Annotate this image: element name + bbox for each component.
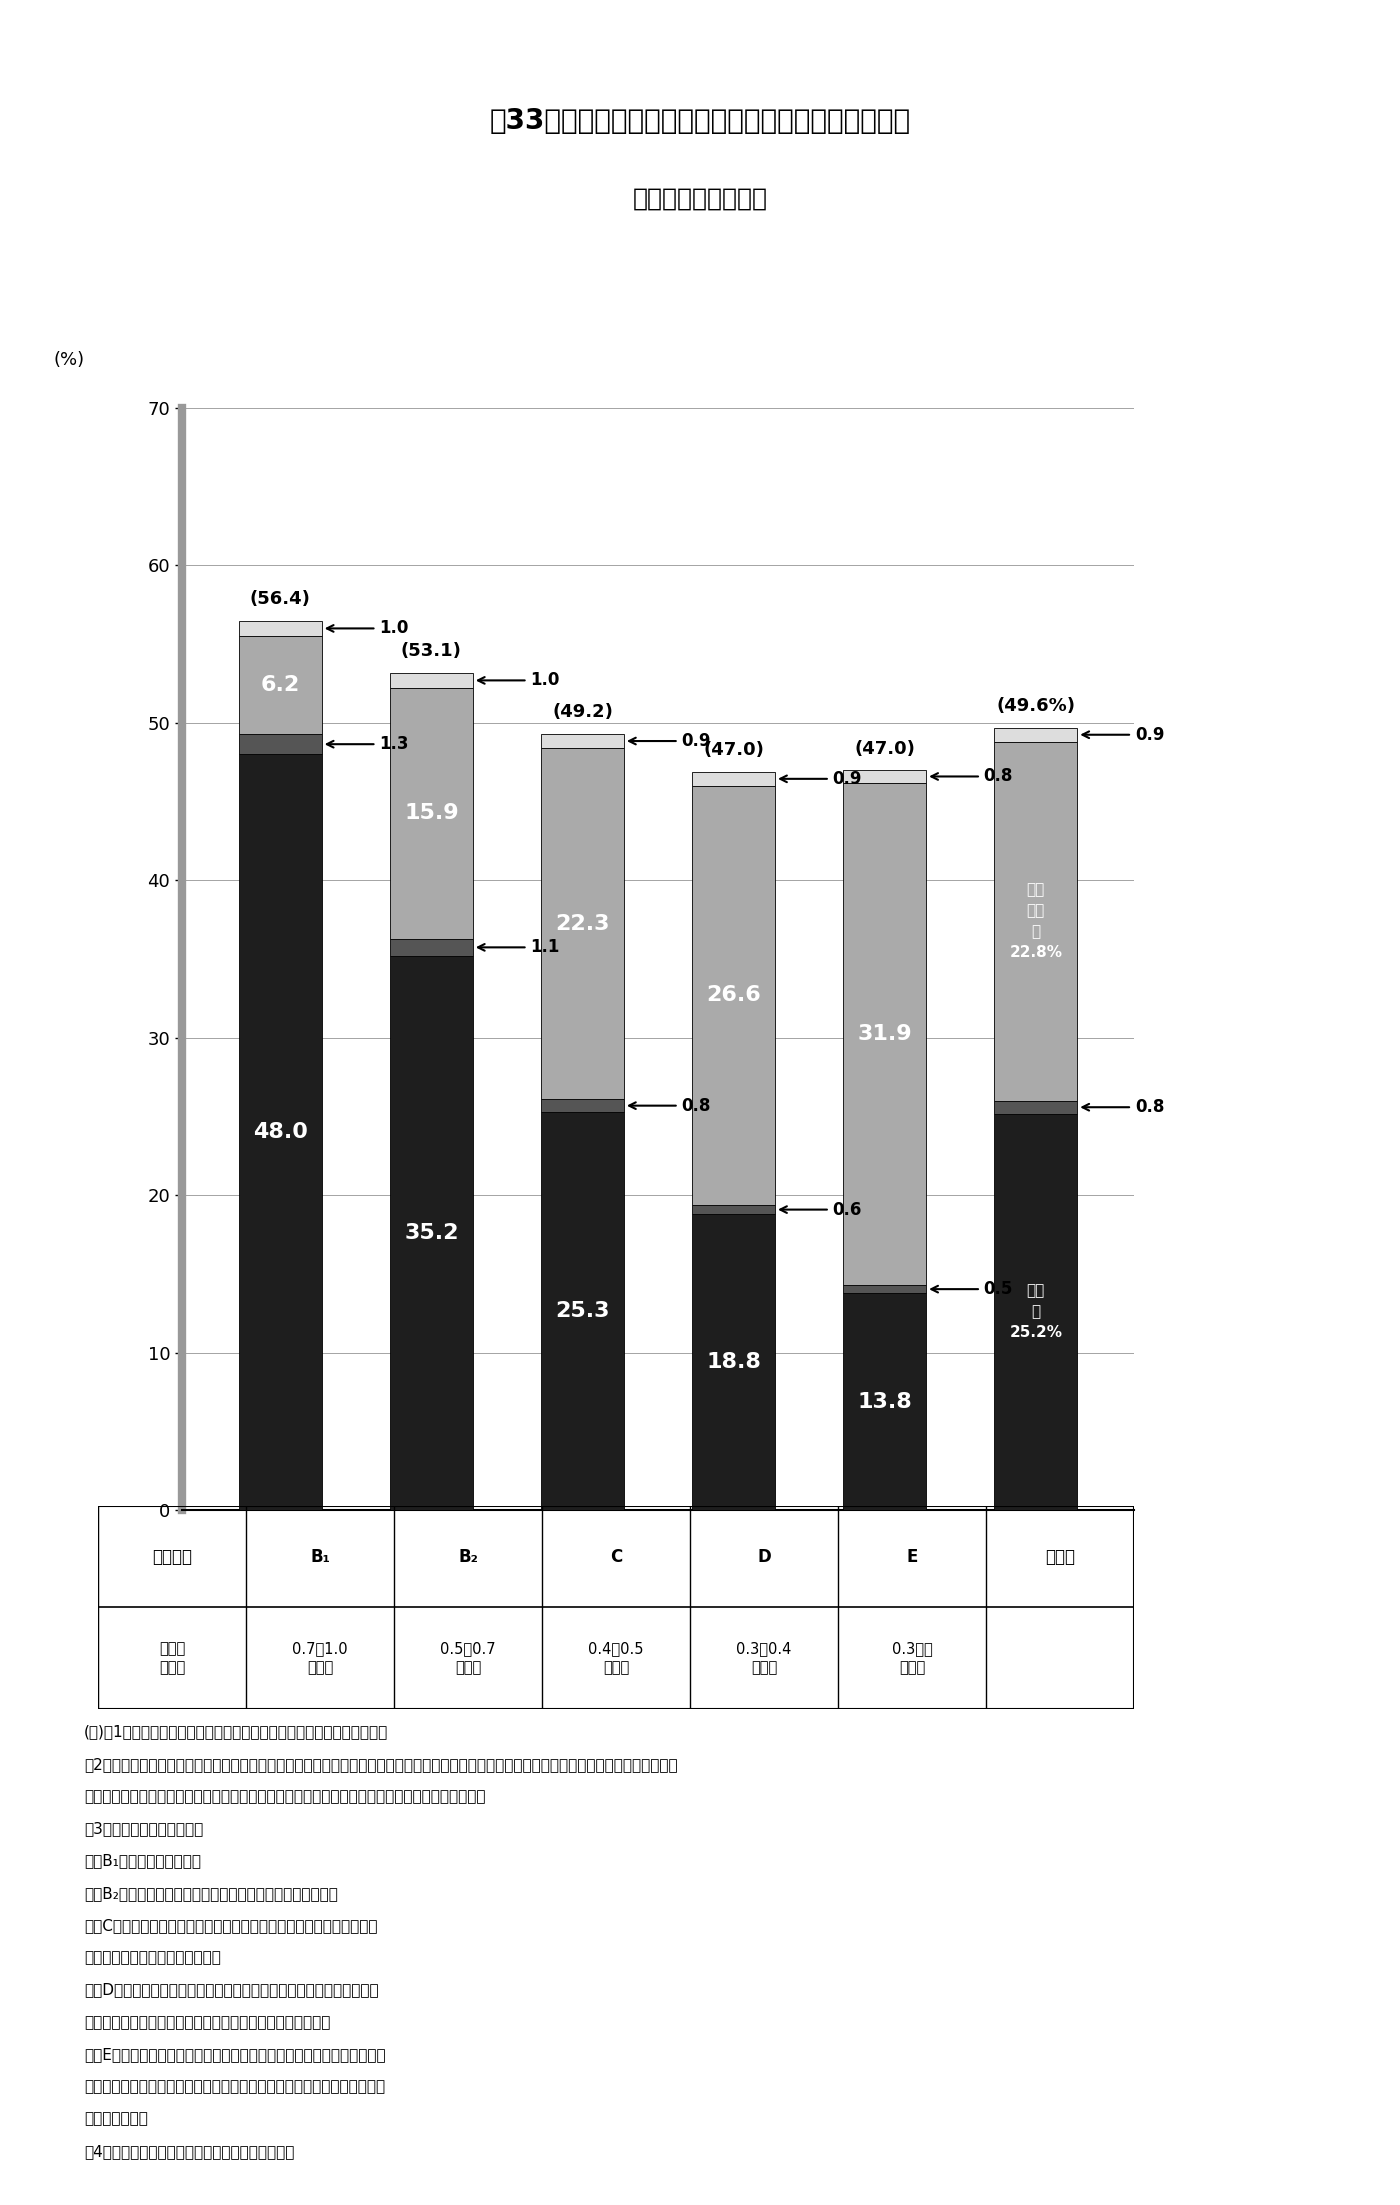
Text: (53.1): (53.1) xyxy=(400,642,462,659)
Text: 13.8: 13.8 xyxy=(857,1391,911,1411)
Bar xyxy=(994,728,1078,741)
Text: 26.6: 26.6 xyxy=(706,986,762,1005)
Text: 15.9: 15.9 xyxy=(405,803,459,822)
Text: (注)　1　（　）内の数値は、歳入総額に対する一般財源の割合である。: (注) 1 （ ）内の数値は、歳入総額に対する一般財源の割合である。 xyxy=(84,1724,388,1740)
Text: 滋賀県、岐阜県、岡山県: 滋賀県、岐阜県、岡山県 xyxy=(84,1949,221,1965)
Text: 和歌山県、沖縄県、宮崎県、秋田県、長崎県、鳥取県、高知県、: 和歌山県、沖縄県、宮崎県、秋田県、長崎県、鳥取県、高知県、 xyxy=(84,2079,385,2095)
Text: 地方
交付
税
22.8%: 地方 交付 税 22.8% xyxy=(1009,882,1063,961)
Text: 3　グループ別の該当団体: 3 グループ別の該当団体 xyxy=(84,1821,203,1837)
Text: 18.8: 18.8 xyxy=(706,1352,762,1372)
Bar xyxy=(692,1204,776,1215)
Text: 0.8: 0.8 xyxy=(1082,1098,1165,1116)
Bar xyxy=(994,741,1078,1100)
Bar xyxy=(389,688,473,939)
Bar xyxy=(238,734,322,754)
Bar xyxy=(389,957,473,1510)
Text: グループ: グループ xyxy=(153,1548,192,1566)
Bar xyxy=(843,783,927,1286)
Text: (47.0): (47.0) xyxy=(854,739,916,759)
Text: 0.4〜0.5
の団体: 0.4〜0.5 の団体 xyxy=(588,1641,644,1676)
Text: C　栃木県、群馬県、京都府、宮城県、兵庫県、三重県、広島県、: C 栃木県、群馬県、京都府、宮城県、兵庫県、三重県、広島県、 xyxy=(84,1918,378,1934)
Text: B₂　大阪府、静岡県、千葉県、埼玉県、茨城県、福岡県: B₂ 大阪府、静岡県、千葉県、埼玉県、茨城県、福岡県 xyxy=(84,1885,337,1901)
Text: E　徳島県、佐賀県、山形県、大分県、青森県、鹿児島県、岩手県、: E 徳島県、佐賀県、山形県、大分県、青森県、鹿児島県、岩手県、 xyxy=(84,2046,385,2062)
Text: 総平均: 総平均 xyxy=(1044,1548,1075,1566)
Text: 0.5: 0.5 xyxy=(931,1281,1014,1299)
Text: その１　道　府　県: その１ 道 府 県 xyxy=(633,187,767,209)
Text: 1.3: 1.3 xyxy=(326,734,409,754)
Text: 25.3: 25.3 xyxy=(556,1301,609,1321)
Text: B₂: B₂ xyxy=(458,1548,477,1566)
Bar xyxy=(389,939,473,957)
Text: 22.3: 22.3 xyxy=(556,913,609,933)
Text: B₁: B₁ xyxy=(309,1548,330,1566)
Bar xyxy=(843,1286,927,1292)
Bar xyxy=(389,673,473,688)
Text: 0.9: 0.9 xyxy=(629,732,711,750)
Text: 0.5〜0.7
の団体: 0.5〜0.7 の団体 xyxy=(440,1641,496,1676)
Text: 島根県: 島根県 xyxy=(84,2112,148,2126)
Text: 6.2: 6.2 xyxy=(260,675,300,695)
Bar xyxy=(843,1292,927,1510)
Bar xyxy=(540,747,624,1100)
Text: 0.9: 0.9 xyxy=(1082,725,1165,743)
Text: 1.0: 1.0 xyxy=(326,620,409,637)
Bar xyxy=(238,637,322,734)
Bar xyxy=(692,1215,776,1510)
Text: 35.2: 35.2 xyxy=(405,1224,459,1244)
Text: (49.2): (49.2) xyxy=(552,703,613,721)
Text: 2　歳入総額及び地方税は、利子割交付金、配当割交付金、株式等譲渡所得割交付金、地方消費税交付金、ゴルフ場利用税交付金、特別地方消: 2 歳入総額及び地方税は、利子割交付金、配当割交付金、株式等譲渡所得割交付金、地… xyxy=(84,1757,678,1773)
Text: 0.8: 0.8 xyxy=(931,767,1014,785)
Text: D: D xyxy=(757,1548,771,1566)
Bar xyxy=(692,785,776,1204)
Text: C: C xyxy=(610,1548,622,1566)
Text: B₁　愛知県、神奈川県: B₁ 愛知県、神奈川県 xyxy=(84,1854,202,1868)
Text: (56.4): (56.4) xyxy=(249,591,311,609)
Bar xyxy=(540,1100,624,1111)
Text: 財政力
指　数: 財政力 指 数 xyxy=(158,1641,185,1676)
Text: (49.6%): (49.6%) xyxy=(997,697,1075,714)
Text: 1.1: 1.1 xyxy=(477,939,560,957)
Bar xyxy=(994,1114,1078,1510)
Text: 山口県、奈良県、福井県、愛媛県、山梨県、熊本県: 山口県、奈良県、福井県、愛媛県、山梨県、熊本県 xyxy=(84,2015,330,2031)
Bar xyxy=(238,620,322,637)
Text: (%): (%) xyxy=(53,351,84,370)
Text: 0.6: 0.6 xyxy=(780,1200,862,1219)
Bar xyxy=(540,1111,624,1510)
Bar xyxy=(540,734,624,747)
Text: 48.0: 48.0 xyxy=(253,1122,308,1142)
Text: 4　東京都については、総平均から除いている。: 4 東京都については、総平均から除いている。 xyxy=(84,2143,294,2159)
Bar xyxy=(994,1100,1078,1114)
Text: 0.3未満
の団体: 0.3未満 の団体 xyxy=(892,1641,932,1676)
Text: 1.0: 1.0 xyxy=(477,670,560,690)
Bar xyxy=(843,770,927,783)
Text: 31.9: 31.9 xyxy=(857,1023,911,1043)
Text: E: E xyxy=(906,1548,917,1566)
Text: 0.9: 0.9 xyxy=(780,770,862,787)
Text: 0.8: 0.8 xyxy=(629,1096,711,1116)
Bar xyxy=(238,754,322,1510)
Text: 0.3〜0.4
の団体: 0.3〜0.4 の団体 xyxy=(736,1641,791,1676)
Text: D　長野県、石川県、福島県、香川県、新潟県、北海道、富山県、: D 長野県、石川県、福島県、香川県、新潟県、北海道、富山県、 xyxy=(84,1982,378,1998)
Bar xyxy=(692,772,776,785)
Text: 0.7〜1.0
の団体: 0.7〜1.0 の団体 xyxy=(293,1641,347,1676)
Text: 第33図　歳入総額に占める一般財源の割合の分布状況: 第33図 歳入総額に占める一般財源の割合の分布状況 xyxy=(490,108,910,135)
Text: 費税交付金、自動車取得税交付金及び軽油引取税交付金に相当する額を控除したものである。: 費税交付金、自動車取得税交付金及び軽油引取税交付金に相当する額を控除したものであ… xyxy=(84,1788,486,1804)
Text: 地方
税
25.2%: 地方 税 25.2% xyxy=(1009,1283,1063,1341)
Text: (47.0): (47.0) xyxy=(703,741,764,759)
